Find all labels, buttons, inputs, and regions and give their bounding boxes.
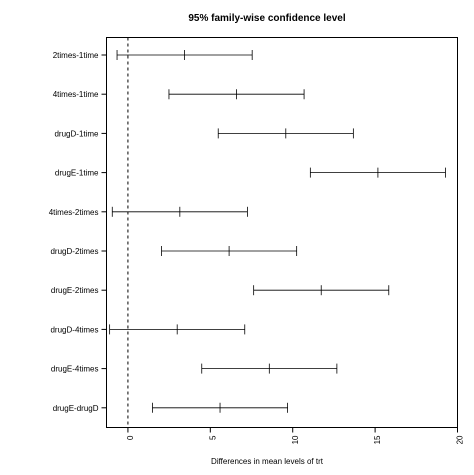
chart-title: 95% family-wise confidence level [188, 13, 346, 24]
y-tick-label: drugE-drugD [53, 404, 99, 413]
interval-drugE-4times [201, 363, 338, 374]
interval-4times-1time [168, 89, 305, 100]
interval-drugE-2times [253, 285, 390, 296]
y-tick-label: drugE-1time [55, 169, 99, 178]
interval-drugD-1time [217, 128, 354, 139]
y-tick-label: 4times-1time [53, 90, 99, 99]
x-axis-label: Differences in mean levels of trt [211, 457, 324, 466]
interval-2times-1time [116, 50, 253, 60]
y-tick-label: drugD-1time [54, 129, 99, 138]
y-tick-label: drugD-2times [50, 247, 98, 256]
y-tick-label: 4times-2times [49, 208, 99, 217]
x-tick-label: 20 [456, 435, 465, 444]
x-tick-label: 10 [291, 435, 300, 444]
y-tick-label: 2times-1time [53, 51, 99, 60]
interval-drugE-drugD [152, 402, 289, 413]
interval-drugD-2times [161, 246, 298, 256]
plot-frame [106, 37, 458, 428]
x-tick-label: 5 [208, 435, 217, 440]
y-tick-label: drugE-2times [51, 286, 99, 295]
x-tick-label: 15 [373, 435, 382, 444]
y-axis: 2times-1time 4times-1time drugD-1time drugE… [49, 51, 107, 413]
x-axis: 0 5 10 15 20 [126, 427, 465, 444]
interval-drugD-4times [109, 324, 246, 335]
x-tick-label: 0 [126, 435, 135, 440]
y-tick-label: drugE-4times [51, 365, 99, 374]
y-tick-label: drugD-4times [50, 325, 98, 334]
confidence-intervals [109, 50, 446, 413]
interval-drugE-1time [309, 167, 446, 178]
interval-4times-2times [111, 206, 248, 217]
